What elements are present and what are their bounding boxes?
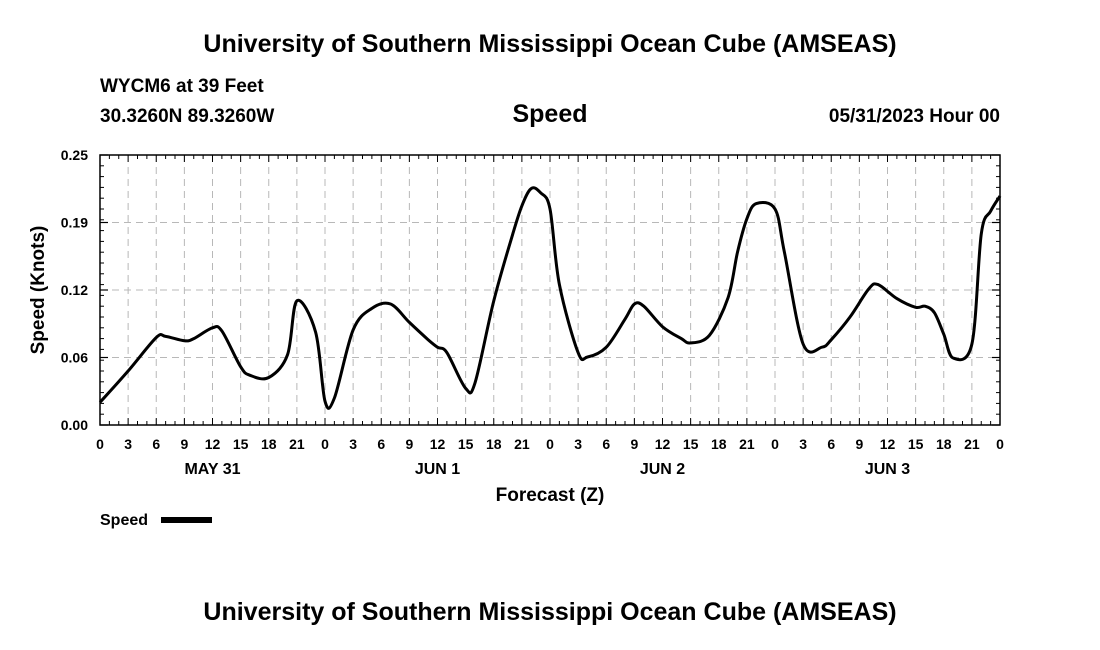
x-tick-label: 9: [855, 436, 863, 452]
x-tick-label: 9: [180, 436, 188, 452]
chart-title-top: University of Southern Mississippi Ocean…: [203, 30, 897, 58]
x-tick-label: 15: [908, 436, 924, 452]
x-tick-label: 12: [430, 436, 446, 452]
x-tick-label: 15: [683, 436, 699, 452]
x-tick-label: 3: [799, 436, 807, 452]
x-tick-label: 6: [377, 436, 385, 452]
x-tick-label: 21: [964, 436, 980, 452]
day-label: JUN 3: [865, 461, 910, 478]
y-tick-label: 0.19: [61, 215, 88, 231]
day-label: JUN 1: [415, 461, 460, 478]
x-tick-label: 9: [405, 436, 413, 452]
coordinates-label: 30.3260N 89.3260W: [100, 106, 275, 127]
y-tick-label: 0.00: [61, 417, 88, 433]
x-tick-label: 3: [574, 436, 582, 452]
x-tick-label: 0: [996, 436, 1004, 452]
x-tick-label: 0: [771, 436, 779, 452]
x-tick-label: 12: [880, 436, 896, 452]
x-tick-label: 0: [546, 436, 554, 452]
legend-label: Speed: [100, 512, 148, 529]
x-axis-label: Forecast (Z): [496, 485, 605, 506]
x-tick-label: 12: [205, 436, 221, 452]
y-tick-label: 0.12: [61, 282, 88, 298]
chart-title-bottom: University of Southern Mississippi Ocean…: [203, 598, 897, 626]
legend-swatch: [161, 517, 212, 523]
speed-series-line: [98, 186, 1002, 410]
station-label: WYCM6 at 39 Feet: [100, 76, 264, 97]
x-tick-label: 6: [602, 436, 610, 452]
x-tick-label: 21: [289, 436, 305, 452]
y-axis-label: Speed (Knots): [28, 226, 49, 355]
x-tick-label: 21: [514, 436, 530, 452]
day-label: MAY 31: [184, 461, 240, 478]
x-tick-label: 15: [458, 436, 474, 452]
x-tick-label: 3: [349, 436, 357, 452]
x-tick-label: 6: [827, 436, 835, 452]
y-tick-label: 0.06: [61, 350, 88, 366]
x-tick-label: 18: [261, 436, 277, 452]
x-tick-label: 0: [321, 436, 329, 452]
x-tick-label: 18: [711, 436, 727, 452]
day-label: JUN 2: [640, 461, 685, 478]
datetime-label: 05/31/2023 Hour 00: [828, 106, 1000, 127]
x-tick-label: 15: [233, 436, 249, 452]
plot-title: Speed: [512, 100, 588, 128]
x-tick-label: 18: [936, 436, 952, 452]
x-tick-label: 21: [739, 436, 755, 452]
x-tick-label: 3: [124, 436, 132, 452]
x-tick-label: 12: [655, 436, 671, 452]
x-tick-label: 6: [152, 436, 160, 452]
x-tick-label: 0: [96, 436, 104, 452]
plot-frame: [99, 154, 1001, 426]
x-tick-label: 9: [630, 436, 638, 452]
x-tick-label: 18: [486, 436, 502, 452]
y-tick-label: 0.25: [61, 147, 88, 163]
